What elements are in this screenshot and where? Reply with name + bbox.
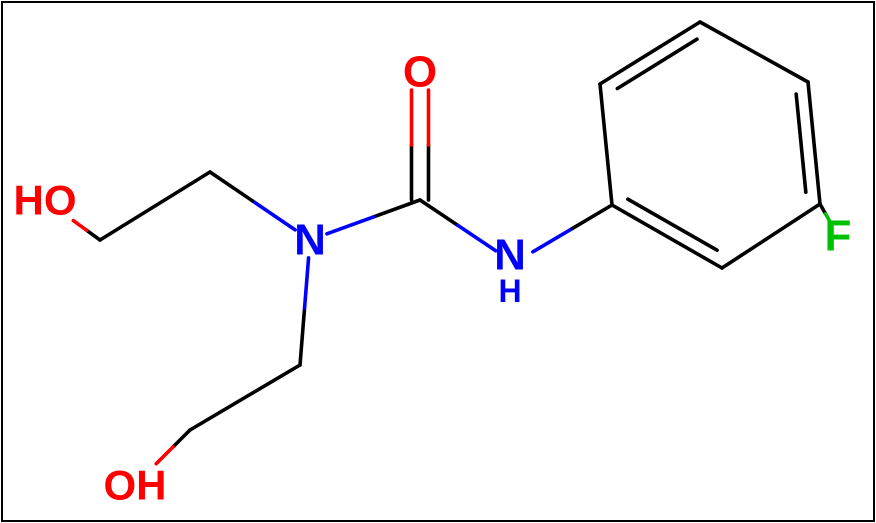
bond — [700, 22, 808, 82]
bond — [722, 204, 820, 268]
bond — [533, 228, 573, 251]
atom-label-f: F — [825, 212, 852, 261]
bond — [253, 201, 296, 230]
frame-border — [2, 2, 874, 521]
bond — [210, 172, 253, 201]
atom-label-h: H — [498, 273, 521, 309]
bond — [373, 200, 420, 217]
atom-label-oh: OH — [104, 462, 167, 509]
bond — [458, 225, 496, 250]
bond — [796, 94, 806, 192]
atom-label-ho: HO — [14, 177, 77, 224]
atom-label-n: N — [294, 216, 326, 265]
labels-layer: ONNHHOOHF — [14, 48, 852, 509]
bond — [190, 365, 300, 430]
bond — [87, 230, 100, 240]
bond — [420, 200, 458, 225]
bond — [304, 258, 308, 312]
atom-label-o: O — [403, 48, 437, 97]
bond — [600, 22, 700, 84]
bond — [100, 172, 210, 240]
bond — [300, 311, 304, 365]
bond — [612, 205, 722, 268]
bond — [173, 430, 190, 447]
molecular-structure: ONNHHOOHF — [0, 0, 876, 523]
bond — [628, 199, 717, 250]
bonds-layer — [73, 22, 831, 464]
bond — [572, 205, 612, 228]
bond — [600, 84, 612, 205]
bond — [808, 82, 820, 204]
bond — [327, 217, 374, 234]
